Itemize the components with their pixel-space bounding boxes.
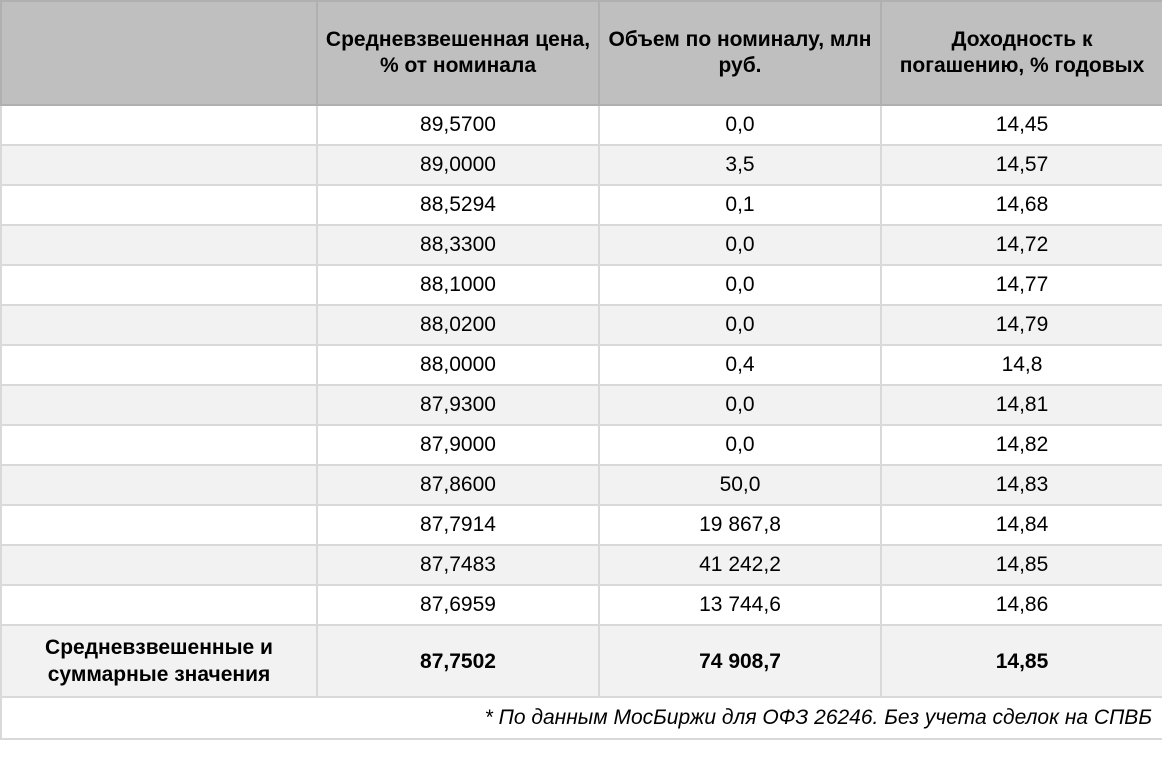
cell-label [0,304,318,346]
header-cell-0 [0,0,318,106]
total-cell-volume: 74 908,7 [598,624,882,698]
cell-label [0,424,318,466]
cell-yield: 14,86 [880,584,1162,626]
cell-label [0,144,318,186]
cell-volume: 19 867,8 [598,504,882,546]
cell-volume: 3,5 [598,144,882,186]
cell-yield: 14,83 [880,464,1162,506]
table-row: 89,5700 0,0 14,45 [0,104,1162,146]
table-row: 87,7483 41 242,2 14,85 [0,544,1162,586]
cell-yield: 14,81 [880,384,1162,426]
cell-yield: 14,57 [880,144,1162,186]
table-row: 88,0000 0,4 14,8 [0,344,1162,386]
bond-trades-table: Средневзвешенная цена, % от номинала Объ… [0,0,1162,740]
cell-label [0,544,318,586]
cell-volume: 0,0 [598,264,882,306]
cell-label [0,104,318,146]
table-row: 87,6959 13 744,6 14,86 [0,584,1162,626]
cell-price: 89,0000 [316,144,600,186]
cell-volume: 0,0 [598,224,882,266]
cell-yield: 14,85 [880,544,1162,586]
cell-label [0,584,318,626]
table-row: 88,1000 0,0 14,77 [0,264,1162,306]
cell-yield: 14,68 [880,184,1162,226]
footnote: * По данным МосБиржи для ОФЗ 26246. Без … [0,696,1162,740]
header-cell-price: Средневзвешенная цена, % от номинала [316,0,600,106]
cell-volume: 0,1 [598,184,882,226]
total-row: Средневзвешенные и суммарные значения 87,… [0,624,1162,698]
cell-yield: 14,72 [880,224,1162,266]
table-row: 88,5294 0,1 14,68 [0,184,1162,226]
cell-price: 88,0000 [316,344,600,386]
cell-label [0,224,318,266]
cell-label [0,264,318,306]
table-row: 87,8600 50,0 14,83 [0,464,1162,506]
header-row: Средневзвешенная цена, % от номинала Объ… [0,0,1162,106]
total-cell-price: 87,7502 [316,624,600,698]
table-row: 88,3300 0,0 14,72 [0,224,1162,266]
cell-price: 87,6959 [316,584,600,626]
table-row: 87,7914 19 867,8 14,84 [0,504,1162,546]
table-row: 88,0200 0,0 14,79 [0,304,1162,346]
cell-volume: 0,0 [598,424,882,466]
cell-price: 87,9000 [316,424,600,466]
footnote-row: * По данным МосБиржи для ОФЗ 26246. Без … [0,696,1162,740]
cell-volume: 13 744,6 [598,584,882,626]
header-cell-volume: Объем по номиналу, млн руб. [598,0,882,106]
table-row: 87,9000 0,0 14,82 [0,424,1162,466]
cell-price: 87,7914 [316,504,600,546]
cell-price: 89,5700 [316,104,600,146]
cell-label [0,504,318,546]
cell-volume: 0,0 [598,104,882,146]
cell-yield: 14,84 [880,504,1162,546]
table-row: 89,0000 3,5 14,57 [0,144,1162,186]
cell-yield: 14,79 [880,304,1162,346]
cell-yield: 14,77 [880,264,1162,306]
cell-volume: 41 242,2 [598,544,882,586]
cell-price: 87,8600 [316,464,600,506]
cell-label [0,464,318,506]
total-cell-label: Средневзвешенные и суммарные значения [0,624,318,698]
cell-label [0,384,318,426]
cell-price: 87,9300 [316,384,600,426]
total-cell-yield: 14,85 [880,624,1162,698]
table-row: 87,9300 0,0 14,81 [0,384,1162,426]
cell-label [0,184,318,226]
cell-price: 88,5294 [316,184,600,226]
cell-yield: 14,8 [880,344,1162,386]
cell-price: 88,1000 [316,264,600,306]
cell-volume: 0,0 [598,304,882,346]
cell-volume: 0,4 [598,344,882,386]
cell-volume: 0,0 [598,384,882,426]
cell-volume: 50,0 [598,464,882,506]
cell-label [0,344,318,386]
cell-price: 87,7483 [316,544,600,586]
cell-yield: 14,82 [880,424,1162,466]
header-cell-yield: Доходность к погашению, % годовых [880,0,1162,106]
cell-yield: 14,45 [880,104,1162,146]
cell-price: 88,0200 [316,304,600,346]
cell-price: 88,3300 [316,224,600,266]
